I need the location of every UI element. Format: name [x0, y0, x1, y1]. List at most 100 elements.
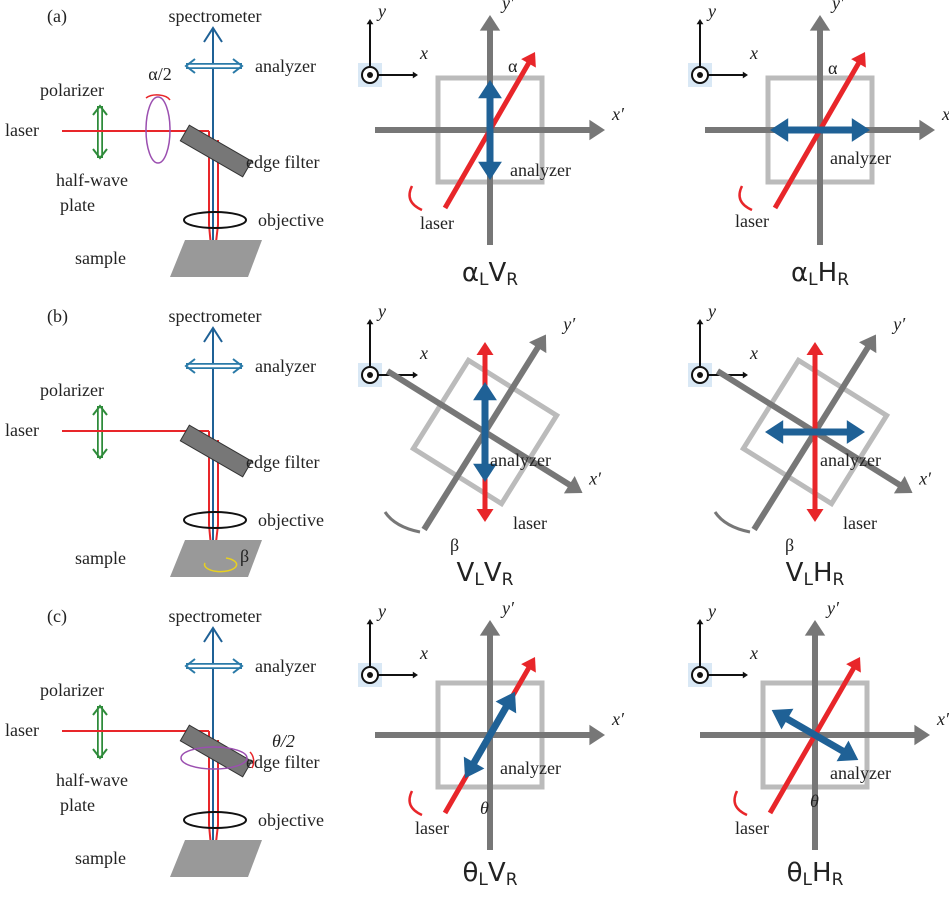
- config-main: α: [462, 258, 479, 288]
- crystal-y-axis-head: [810, 15, 830, 31]
- laser-label: laser: [420, 213, 454, 233]
- lab-z-dot: [367, 372, 373, 378]
- config-main: θ: [462, 858, 478, 888]
- configuration-label: αLVR: [462, 258, 518, 291]
- lab-x-axis-head: [413, 372, 418, 379]
- lab-y-label: y: [376, 601, 386, 621]
- analyzer-polarization-head: [852, 118, 870, 142]
- config-sub: R: [833, 570, 845, 590]
- laser-polarization-head: [477, 342, 494, 355]
- analyzer-label: analyzer: [490, 450, 551, 470]
- crystal-x-label: x′: [918, 469, 932, 489]
- laser-label: laser: [735, 211, 769, 231]
- lab-y-axis-head: [367, 19, 374, 24]
- lab-y-axis-head: [697, 619, 704, 624]
- config-main: H: [818, 258, 838, 288]
- config-main: H: [813, 558, 833, 588]
- analyzer-polarization-head: [478, 162, 502, 180]
- rotation-curl: [715, 512, 750, 532]
- crystal-y-label: y′: [825, 598, 840, 618]
- crystal-y-label: y′: [830, 0, 845, 13]
- angle-label: θ: [480, 798, 489, 818]
- lab-x-label: x: [419, 643, 428, 663]
- lab-x-axis-head: [413, 72, 418, 79]
- rotation-curl: [385, 512, 420, 532]
- analyzer-polarization-head: [478, 80, 502, 98]
- crystal-y-label: y′: [891, 314, 906, 334]
- polarizer-label: polarizer: [40, 80, 104, 100]
- crystal-x-label: x′: [941, 104, 949, 124]
- objective-lens: [184, 212, 246, 228]
- laser-label: laser: [415, 818, 449, 838]
- config-sub: R: [502, 570, 514, 590]
- half-wave-label: half-wave: [56, 170, 128, 190]
- lab-y-label: y: [706, 601, 716, 621]
- edge-filter-label: edge filter: [246, 452, 319, 472]
- crystal-x-label: x′: [936, 709, 949, 729]
- spectrometer-label: spectrometer: [169, 306, 262, 326]
- crystal-x-axis-head: [919, 120, 935, 140]
- lab-x-label: x: [749, 43, 758, 63]
- config-main: V: [489, 258, 507, 288]
- edge-filter-label: edge filter: [246, 752, 319, 772]
- objective-label: objective: [258, 510, 324, 530]
- crystal-x-axis-head: [914, 725, 930, 745]
- angle-label: α: [508, 56, 518, 76]
- crystal-x-axis-head: [589, 120, 605, 140]
- lab-y-axis-head: [697, 319, 704, 324]
- sample: [170, 240, 262, 277]
- analyzer-label: analyzer: [510, 160, 571, 180]
- crystal-y-axis-head: [805, 620, 825, 636]
- config-main: α: [791, 258, 808, 288]
- lab-x-axis-head: [743, 672, 748, 679]
- analyzer-label: analyzer: [500, 758, 561, 778]
- half-wave-label: half-wave: [56, 770, 128, 790]
- crystal-y-axis-head: [480, 15, 500, 31]
- laser-label: laser: [513, 513, 547, 533]
- analyzer-label: analyzer: [820, 450, 881, 470]
- crystal-x-label: x′: [611, 709, 625, 729]
- laser-label: laser: [5, 720, 39, 740]
- lab-y-label: y: [376, 301, 386, 321]
- analyzer-polarization-head: [765, 420, 783, 444]
- laser-polarization-head: [807, 509, 824, 522]
- analyzer-label: analyzer: [830, 148, 891, 168]
- laser-label: laser: [5, 420, 39, 440]
- config-sub: R: [837, 270, 849, 290]
- lab-x-label: x: [749, 643, 758, 663]
- config-sub: R: [506, 870, 518, 890]
- configuration-label: VLHR: [786, 558, 845, 591]
- lab-x-label: x: [419, 343, 428, 363]
- sample-label: sample: [75, 848, 126, 868]
- angle-label: β: [240, 546, 249, 566]
- lab-y-axis-head: [367, 619, 374, 624]
- laser-polarization-head: [807, 342, 824, 355]
- lab-y-axis-head: [367, 319, 374, 324]
- crystal-x-axis-head: [589, 725, 605, 745]
- analyzer-polarization-head: [847, 420, 865, 444]
- configuration-label: αLHR: [791, 258, 849, 291]
- rotation-curl: [735, 791, 747, 815]
- angle-label: θ: [810, 791, 819, 811]
- rotation-curl: [410, 791, 422, 815]
- sample-label: sample: [75, 548, 126, 568]
- config-main: V: [786, 558, 804, 588]
- polarizer-label: polarizer: [40, 680, 104, 700]
- row-label: (a): [47, 6, 67, 27]
- crystal-y-axis-head: [480, 620, 500, 636]
- angle-label: θ/2: [272, 731, 295, 751]
- config-sub: R: [832, 870, 844, 890]
- crystal-x-label: x′: [588, 469, 602, 489]
- lab-z-dot: [367, 672, 373, 678]
- analyzer-polarization-head: [473, 382, 497, 400]
- rotation-curl: [410, 186, 422, 210]
- laser-label: laser: [735, 818, 769, 838]
- lab-x-label: x: [419, 43, 428, 63]
- edge-filter: [180, 125, 251, 177]
- spectrometer-label: spectrometer: [169, 606, 262, 626]
- config-main: V: [484, 558, 502, 588]
- row-label: (c): [47, 606, 67, 627]
- objective-lens: [184, 812, 246, 828]
- analyzer-label: analyzer: [830, 763, 891, 783]
- lab-y-label: y: [706, 1, 716, 21]
